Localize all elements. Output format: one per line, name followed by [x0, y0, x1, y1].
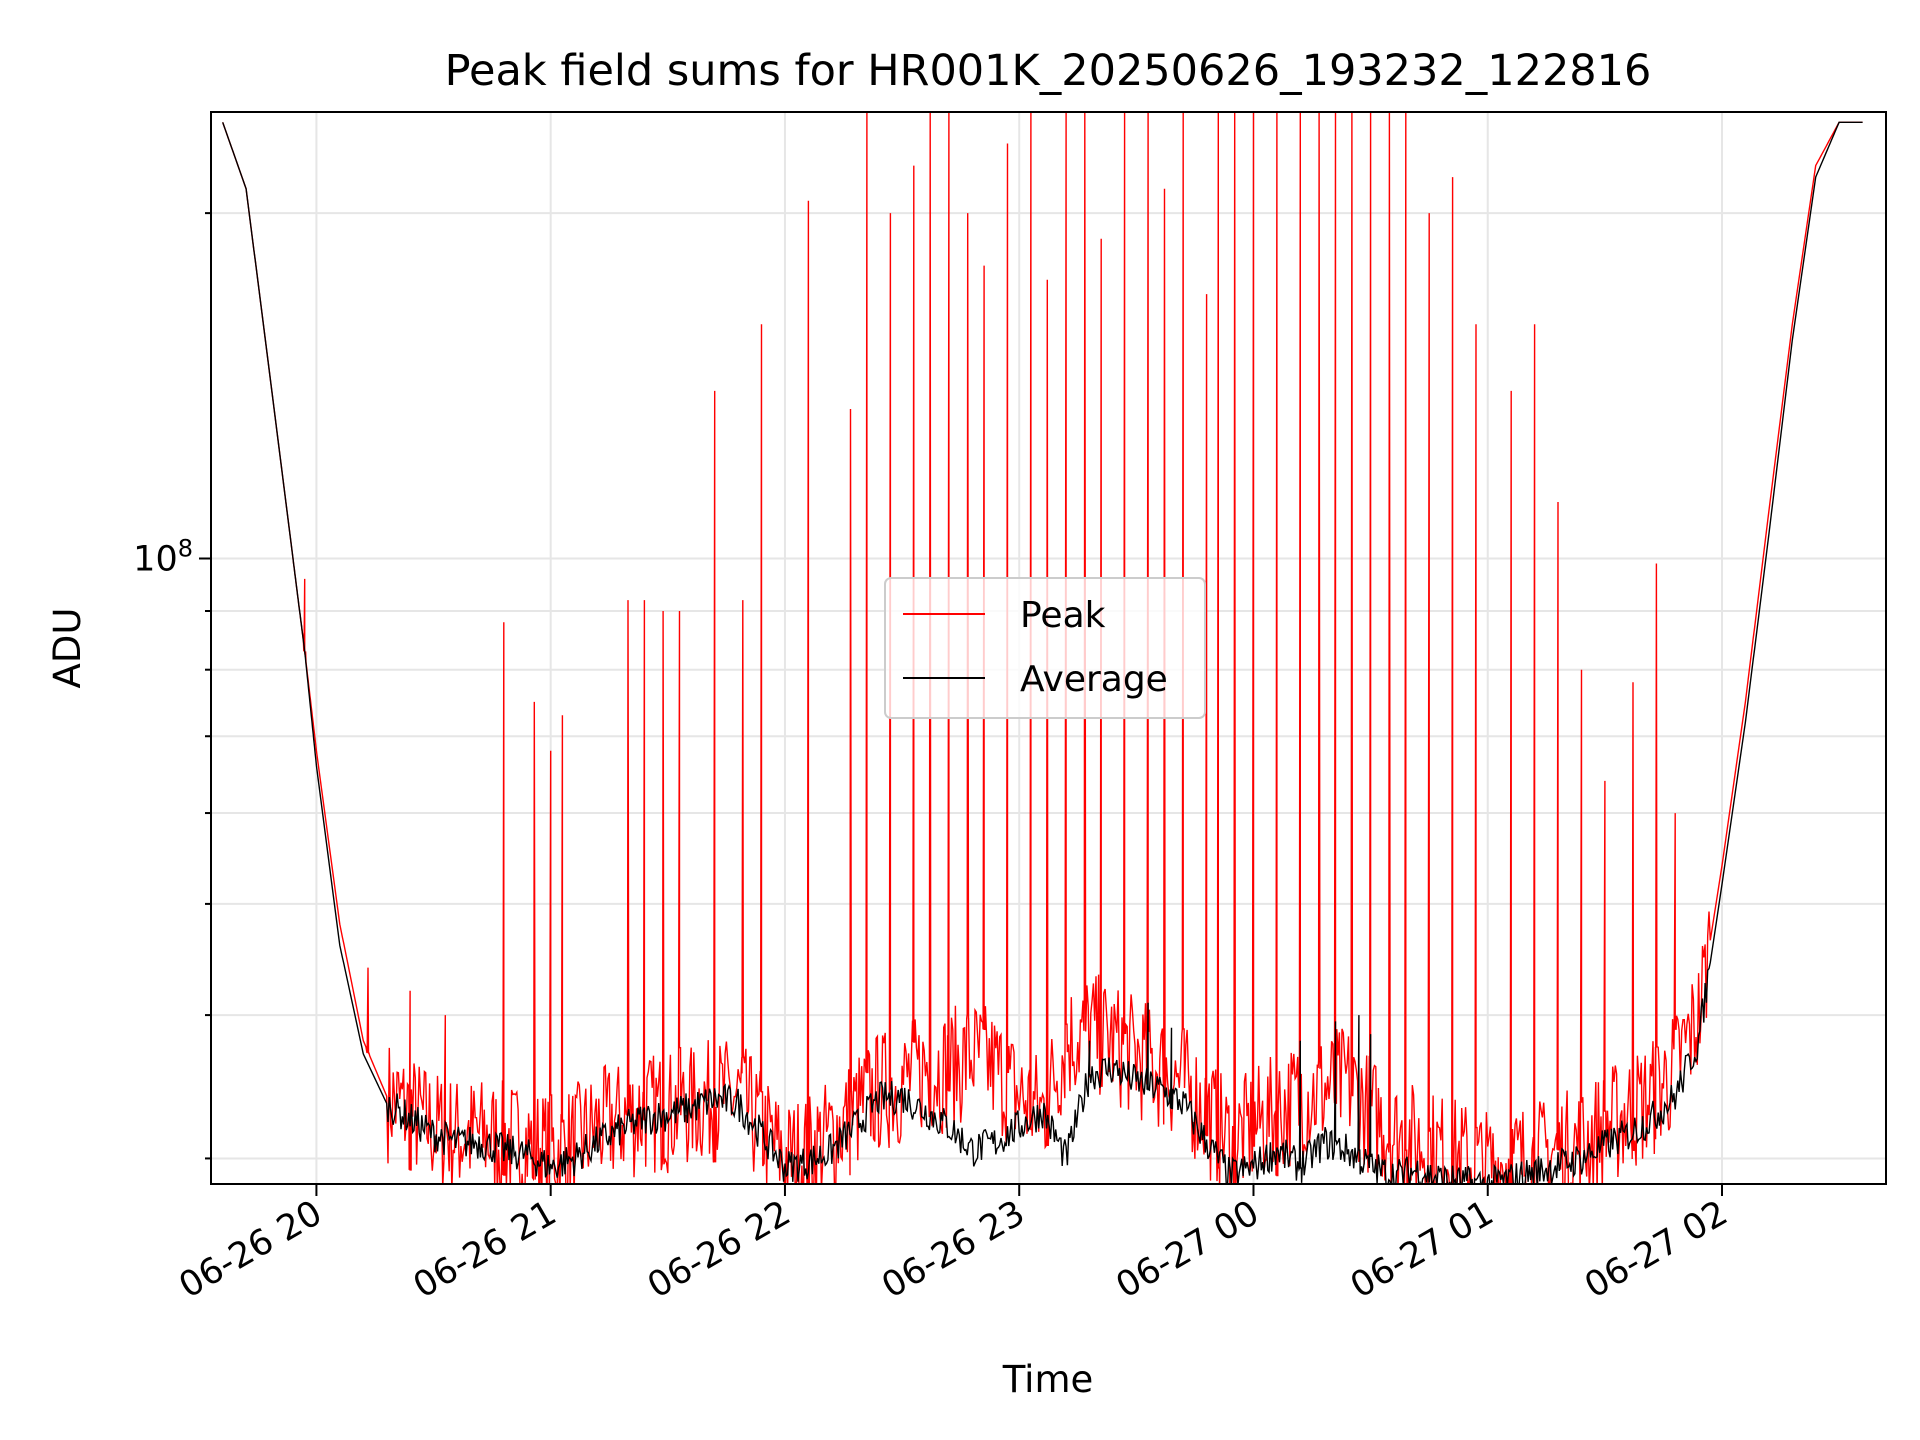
- series-peak-line: [222, 112, 1863, 1184]
- plot-area: [222, 112, 1863, 1184]
- axes-frame: [210, 111, 1887, 1185]
- y-axis: 108: [133, 212, 211, 1160]
- legend: Peak Average: [884, 577, 1206, 719]
- chart-title: Peak field sums for HR001K_20250626_1932…: [445, 46, 1652, 96]
- x-axis-label: Time: [1002, 1358, 1094, 1401]
- legend-peak-label: Peak: [1020, 595, 1106, 636]
- legend-average-label: Average: [1020, 659, 1168, 700]
- series-average-line: [222, 121, 1863, 1184]
- y-axis-label: ADU: [46, 608, 89, 689]
- y-tick-label: 108: [133, 535, 193, 580]
